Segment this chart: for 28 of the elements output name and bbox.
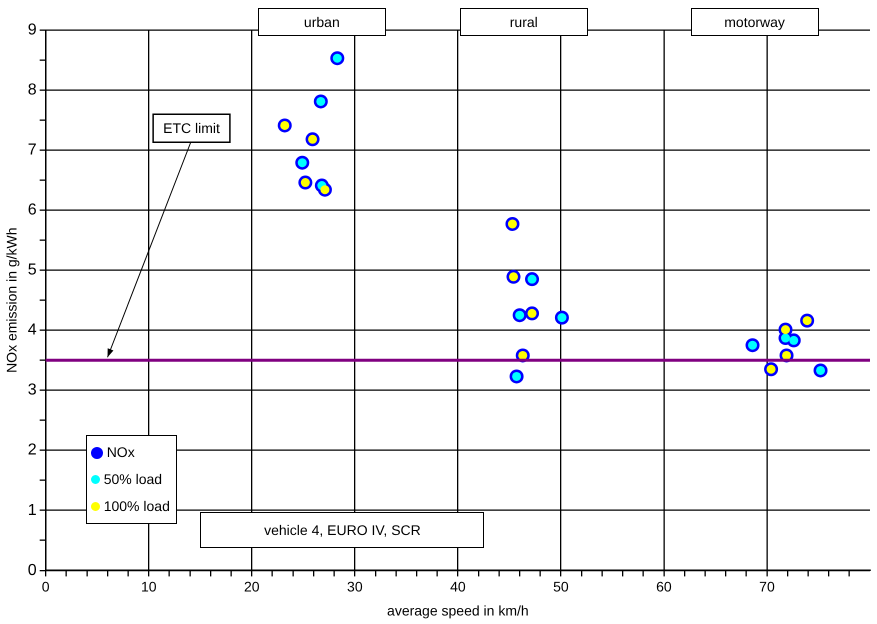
- x-axis-title: average speed in km/h: [387, 602, 529, 618]
- y-tick-label: 3: [28, 382, 37, 399]
- y-axis-title: NOx emission in g/kWh: [3, 227, 20, 373]
- text-box: urban: [258, 8, 386, 36]
- x-tick-label: 30: [347, 578, 363, 595]
- x-tick-label: 20: [244, 578, 260, 595]
- x-tick-label: 40: [450, 578, 466, 595]
- x-tick-label: 60: [656, 578, 672, 595]
- y-tick-label: 9: [28, 21, 37, 38]
- y-tick-label: 5: [28, 262, 37, 279]
- y-tick-label: 7: [28, 141, 37, 158]
- text-box: motorway: [690, 8, 819, 36]
- y-tick-label: 6: [28, 202, 37, 219]
- y-tick-label: 8: [28, 81, 37, 98]
- y-tick-label: 1: [28, 502, 37, 519]
- legend-label: NOx: [106, 443, 135, 462]
- y-tick-label: 4: [28, 322, 37, 339]
- x-tick-label: 70: [759, 578, 775, 595]
- legend-label: 50% load: [104, 470, 162, 490]
- text-box: vehicle 4, EURO IV, SCR: [200, 512, 484, 548]
- annotation: ETC limit: [163, 120, 220, 136]
- y-tick-label: 0: [28, 562, 37, 579]
- x-tick-label: 0: [42, 578, 50, 595]
- text-box: rural: [460, 8, 588, 36]
- legend-label: 100% load: [104, 497, 170, 516]
- x-tick-label: 10: [140, 578, 157, 595]
- x-tick-label: 50: [553, 578, 569, 595]
- y-tick-label: 2: [28, 442, 37, 459]
